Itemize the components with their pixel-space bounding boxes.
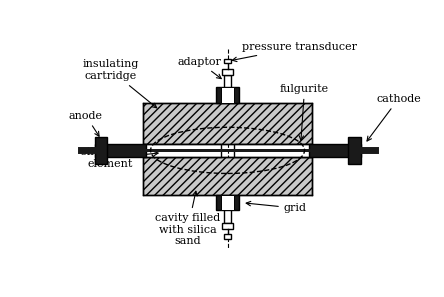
Bar — [221, 87, 234, 103]
Bar — [143, 149, 312, 152]
Bar — [143, 157, 312, 195]
Bar — [222, 223, 233, 229]
Text: silver fuse
element: silver fuse element — [81, 147, 158, 169]
Text: adaptor: adaptor — [177, 57, 221, 79]
Text: insulating
cartridge: insulating cartridge — [82, 59, 157, 108]
Bar — [221, 195, 234, 211]
Text: grid: grid — [246, 201, 307, 213]
Text: cathode: cathode — [367, 94, 421, 141]
Bar — [95, 137, 107, 164]
Bar — [216, 195, 239, 211]
Bar — [143, 103, 312, 144]
Text: cavity filled
with silica
sand: cavity filled with silica sand — [155, 191, 220, 246]
Bar — [225, 234, 230, 239]
Text: pressure transducer: pressure transducer — [232, 42, 357, 61]
Bar — [225, 211, 230, 223]
Bar — [225, 75, 230, 87]
Bar — [222, 69, 233, 75]
Text: anode: anode — [69, 111, 103, 136]
Bar — [143, 144, 221, 157]
Bar — [349, 137, 361, 164]
Bar — [309, 144, 361, 157]
Bar — [216, 87, 239, 103]
Bar — [225, 59, 230, 63]
Bar — [234, 144, 312, 157]
Bar — [95, 144, 146, 157]
Text: fulgurite: fulgurite — [280, 84, 329, 140]
